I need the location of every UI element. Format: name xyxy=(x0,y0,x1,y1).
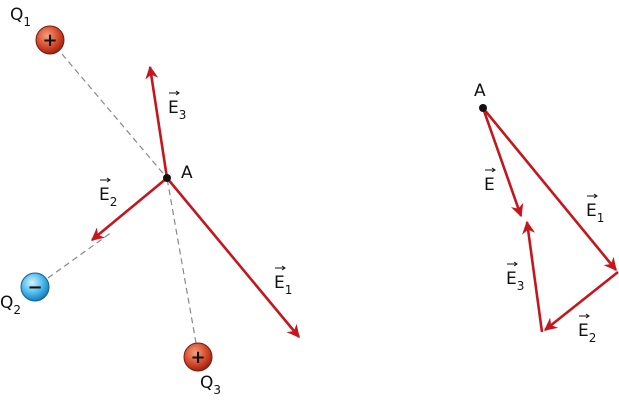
vector-arrow xyxy=(275,265,286,271)
vector-arrow xyxy=(507,261,518,267)
charge-label: Q1 xyxy=(10,5,31,29)
vector-arrow xyxy=(579,313,590,319)
field-line xyxy=(61,53,168,179)
point xyxy=(479,104,487,112)
point-label: A xyxy=(181,163,193,183)
vector-label: E3 xyxy=(168,98,186,122)
label-main: Q xyxy=(10,5,23,25)
label-main: E xyxy=(168,98,179,118)
vector-arrow xyxy=(169,90,180,96)
vector-e1 xyxy=(481,107,618,272)
label-sub: 2 xyxy=(13,303,21,317)
label-main: E xyxy=(99,185,110,205)
vector-arrow xyxy=(587,193,598,199)
charge-sign: + xyxy=(42,30,57,51)
label-main: E xyxy=(586,201,597,221)
label-main: E xyxy=(484,175,495,195)
label-main: E xyxy=(274,273,285,293)
charge-sign: + xyxy=(190,347,205,368)
charge xyxy=(35,25,65,55)
label-sub: 1 xyxy=(285,283,293,297)
point-label: A xyxy=(474,81,486,101)
label-sub: 2 xyxy=(110,195,118,209)
vector-arrow xyxy=(485,167,496,173)
vector-e2 xyxy=(543,270,619,332)
vector-label: E2 xyxy=(99,185,117,209)
label-main: Q xyxy=(200,373,213,393)
charge xyxy=(20,272,50,302)
label-sub: 3 xyxy=(517,279,525,293)
vector-label: E1 xyxy=(274,273,292,297)
label-main: Q xyxy=(0,293,13,313)
vector-label: E2 xyxy=(578,321,596,345)
label-sub: 3 xyxy=(213,383,221,397)
vector-label: E xyxy=(484,175,495,195)
vector-label: E1 xyxy=(586,201,604,225)
label-sub: 1 xyxy=(23,15,31,29)
label-sub: 2 xyxy=(589,331,597,345)
vector-e3 xyxy=(145,65,169,179)
label-sub: 3 xyxy=(179,108,187,122)
point xyxy=(163,174,171,182)
field-line xyxy=(47,231,113,279)
vector-label: E3 xyxy=(506,269,524,293)
charge-label: Q2 xyxy=(0,293,21,317)
vector-e1 xyxy=(165,177,301,339)
vector-e2 xyxy=(90,176,168,242)
label-sub: 1 xyxy=(597,211,605,225)
label-main: E xyxy=(506,269,517,289)
label-main: E xyxy=(578,321,589,341)
field-line xyxy=(166,177,197,344)
charge-label: Q3 xyxy=(200,373,221,397)
charge xyxy=(183,342,213,372)
vector-arrow xyxy=(100,177,111,183)
charge-sign: − xyxy=(27,277,42,298)
vector-e3 xyxy=(522,220,544,333)
vector-e xyxy=(481,107,524,218)
